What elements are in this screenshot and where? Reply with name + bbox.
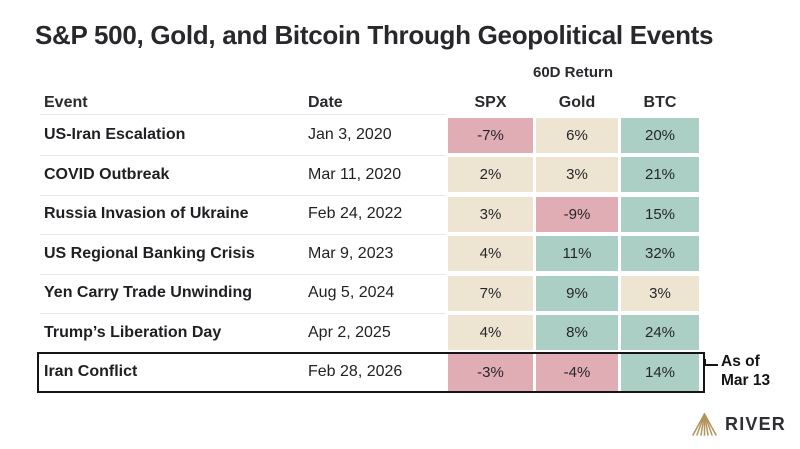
- annotation-connector-line: [704, 364, 718, 366]
- event-label: Russia Invasion of Ukraine: [44, 205, 249, 222]
- btc-value-cell: 14%: [621, 353, 699, 391]
- annotation-line1: As of: [721, 353, 760, 370]
- event-label: Yen Carry Trade Unwinding: [44, 284, 253, 301]
- column-header-event: Event: [44, 94, 88, 111]
- spx-value-cell: 7%: [448, 275, 533, 311]
- row-divider: [40, 155, 446, 156]
- column-header-gold: Gold: [558, 94, 596, 111]
- column-header-date: Date: [308, 94, 343, 111]
- river-logo: RIVER: [691, 412, 786, 437]
- table-row: Russia Invasion of Ukraine Feb 24, 2022 …: [40, 196, 700, 232]
- row-divider: [40, 194, 446, 196]
- spx-value-cell: 4%: [448, 236, 533, 271]
- spx-value-cell: 3%: [448, 196, 533, 232]
- date-label: Aug 5, 2024: [308, 284, 395, 301]
- spx-value-cell: 4%: [448, 315, 533, 350]
- spx-value-cell: -7%: [448, 117, 533, 153]
- annotation-connector-tick: [704, 359, 706, 365]
- btc-value-cell: 15%: [621, 196, 699, 232]
- gold-value-cell: -4%: [536, 353, 618, 391]
- table-row: COVID Outbreak Mar 11, 2020 2% 3% 21%: [40, 157, 700, 192]
- table-row: Trump’s Liberation Day Apr 2, 2025 4% 8%…: [40, 315, 700, 350]
- spx-value-cell: 2%: [448, 157, 533, 192]
- page-title: S&P 500, Gold, and Bitcoin Through Geopo…: [35, 20, 714, 50]
- date-label: Mar 9, 2023: [308, 244, 394, 262]
- header-divider: [40, 114, 446, 115]
- table-row: Yen Carry Trade Unwinding Aug 5, 2024 7%…: [40, 275, 700, 311]
- annotation-as-of: As of Mar 13: [721, 352, 770, 390]
- group-header-60d-return: 60D Return: [532, 64, 614, 81]
- btc-value-cell: 21%: [621, 157, 699, 192]
- event-label: Iran Conflict: [44, 363, 138, 380]
- river-logo-text: RIVER: [725, 414, 787, 434]
- btc-value-cell: 24%: [621, 315, 699, 350]
- gold-value-cell: 8%: [536, 315, 618, 350]
- annotation-line2: Mar 13: [721, 372, 771, 389]
- date-label: Mar 11, 2020: [308, 165, 402, 183]
- date-label: Jan 3, 2020: [308, 126, 392, 143]
- row-divider: [40, 313, 446, 314]
- date-label: Apr 2, 2025: [308, 323, 391, 341]
- table-body: US-Iran Escalation Jan 3, 2020 -7% 6% 20…: [40, 117, 700, 395]
- event-label: US Regional Banking Crisis: [44, 244, 255, 262]
- gold-value-cell: 11%: [536, 236, 618, 271]
- column-header-btc: BTC: [643, 94, 677, 111]
- table-header-row: Event Date SPX Gold BTC: [40, 93, 700, 113]
- row-divider: [40, 273, 446, 275]
- event-label: US-Iran Escalation: [44, 126, 186, 143]
- gold-value-cell: -9%: [536, 196, 618, 232]
- table-row-highlighted: Iran Conflict Feb 28, 2026 -3% -4% 14%: [40, 353, 700, 391]
- gold-value-cell: 3%: [536, 157, 618, 192]
- river-delta-icon: [692, 413, 717, 436]
- date-label: Feb 24, 2022: [308, 205, 403, 222]
- btc-value-cell: 32%: [621, 236, 699, 271]
- date-label: Feb 28, 2026: [308, 363, 403, 380]
- btc-value-cell: 3%: [621, 275, 699, 311]
- gold-value-cell: 6%: [536, 117, 618, 153]
- column-header-spx: SPX: [474, 94, 507, 111]
- btc-value-cell: 20%: [621, 117, 699, 153]
- event-label: COVID Outbreak: [44, 165, 170, 183]
- table-row: US-Iran Escalation Jan 3, 2020 -7% 6% 20…: [40, 117, 700, 153]
- gold-value-cell: 9%: [536, 275, 618, 311]
- table-row: US Regional Banking Crisis Mar 9, 2023 4…: [40, 236, 700, 271]
- row-divider: [40, 234, 446, 235]
- event-label: Trump’s Liberation Day: [44, 323, 222, 341]
- spx-value-cell: -3%: [448, 353, 533, 391]
